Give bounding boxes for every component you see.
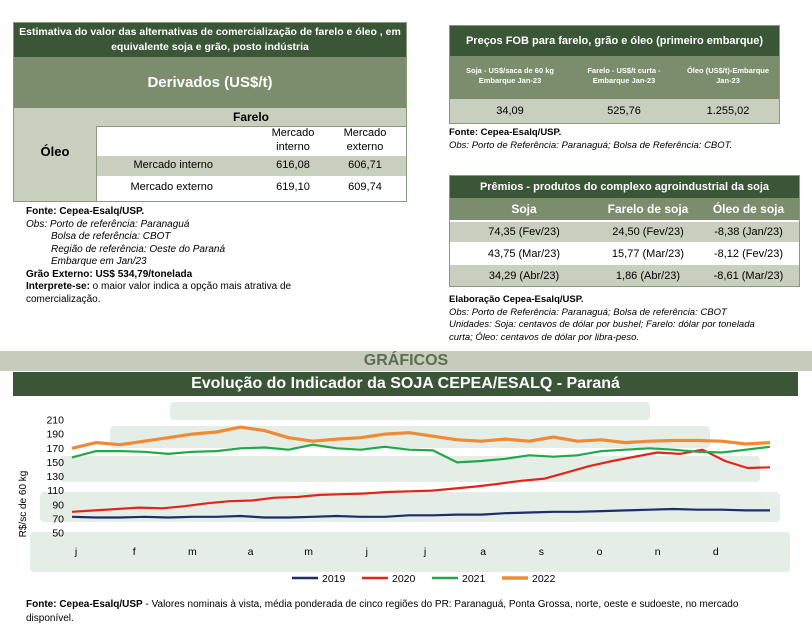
y-tick-label: 150 bbox=[46, 457, 64, 469]
grao-externo-note: Grão Externo: US$ 534,79/tonelada bbox=[26, 268, 193, 280]
alternatives-table: Estimativa do valor das alternativas de … bbox=[13, 22, 407, 202]
soy-price-chart: 210 190 170 150 130 110 90 70 50 j f m a m j j a s o n d 20… bbox=[18, 402, 790, 585]
footer-text: - Valores nominais à vista, média ponder… bbox=[26, 599, 739, 624]
interprete-text: o maior valor indica a opção mais atrati… bbox=[26, 281, 292, 305]
graficos-label: GRÁFICOS bbox=[363, 352, 449, 369]
fob-prices-table: Preços FOB para farelo, grão e óleo (pri… bbox=[449, 25, 780, 124]
table-row bbox=[450, 222, 799, 242]
obs-note: Obs: Porto de referência: Paranaguá bbox=[26, 218, 190, 230]
premio-cell: 15,77 (Mar/23) bbox=[611, 248, 685, 260]
fob-obs: Obs: Porto de Referência: Paranaguá; Bol… bbox=[449, 140, 733, 151]
x-tick-label: j bbox=[365, 546, 368, 558]
y-tick-label: 110 bbox=[47, 485, 64, 497]
alternatives-table-title: Estimativa do valor das alternativas de … bbox=[14, 23, 406, 57]
premios-header-row bbox=[450, 198, 799, 220]
legend-label: 2022 bbox=[532, 573, 556, 585]
premio-cell: 43,75 (Mar/23) bbox=[487, 248, 561, 260]
col-header-mercado-interno: Mercado interno bbox=[271, 127, 315, 153]
table-row bbox=[97, 156, 406, 176]
elaboracao-note: Elaboração Cepea-Esalq/USP. bbox=[449, 294, 584, 305]
oleo-label: Óleo bbox=[40, 144, 70, 159]
y-tick-label: 130 bbox=[46, 471, 64, 483]
x-tick-label: m bbox=[188, 546, 197, 558]
table-row bbox=[450, 265, 799, 286]
derivados-header: Derivados (US$/t) bbox=[14, 57, 406, 108]
x-tick-label: j bbox=[423, 546, 426, 558]
chart-footer: Fonte: Cepea-Esalq/USP - Valores nominai… bbox=[26, 598, 786, 626]
obs-note: Região de referência: Oeste do Paraná bbox=[51, 243, 225, 255]
fob-value-soja: 34,09 bbox=[496, 105, 524, 117]
row-value: 609,74 bbox=[348, 181, 382, 193]
x-tick-label: m bbox=[304, 546, 313, 558]
premio-cell: 74,35 (Fev/23) bbox=[488, 226, 560, 238]
premio-cell: 1,86 (Abr/23) bbox=[615, 270, 681, 282]
premios-header-oleo: Óleo de soja bbox=[712, 202, 785, 216]
fob-value-oleo: 1.255,02 bbox=[706, 105, 750, 117]
row-value: 619,10 bbox=[276, 181, 310, 193]
interprete-note: Interprete-se: o maior valor indica a op… bbox=[26, 281, 346, 306]
x-tick-label: a bbox=[248, 546, 254, 558]
series-line-2021 bbox=[71, 443, 771, 464]
series-line-2019 bbox=[71, 507, 770, 519]
oleo-cell bbox=[14, 108, 97, 201]
premios-title: Prêmios - produtos do complexo agroindus… bbox=[450, 176, 799, 198]
unidades-note: curta; Óleo: centavos de dólar por libra… bbox=[449, 331, 640, 343]
y-tick-label: 210 bbox=[46, 415, 64, 427]
table1-notes: Fonte: Cepea-Esalq/USP. Obs: Porto de re… bbox=[26, 206, 346, 306]
premio-cell: 24,50 (Fev/23) bbox=[612, 226, 684, 238]
legend-label: 2020 bbox=[392, 573, 416, 585]
premio-cell: -8,12 (Fev/23) bbox=[713, 248, 784, 260]
fob-header-farelo: Farelo - US$/t curta - Embarque Jan-23 bbox=[587, 66, 661, 85]
fob-table-title: Preços FOB para farelo, grão e óleo (pri… bbox=[450, 26, 779, 56]
fob-value-farelo: 525,76 bbox=[607, 105, 641, 117]
graficos-band bbox=[0, 351, 812, 371]
x-tick-label: j bbox=[74, 546, 77, 558]
y-tick-label: 90 bbox=[52, 499, 64, 511]
x-tick-label: f bbox=[133, 546, 136, 558]
chart-watermark bbox=[30, 402, 790, 572]
fob-header-oleo: Óleo (US$/t)-Embarque Jan-23 bbox=[686, 66, 770, 85]
premios-table: Prêmios - produtos do complexo agroindus… bbox=[449, 175, 800, 287]
x-tick-label: o bbox=[597, 546, 603, 558]
fob-header-soja: Soja - US$/saca de 60 kg Embarque Jan-23 bbox=[466, 66, 554, 85]
chart-title: Evolução do Indicador da SOJA CEPEA/ESAL… bbox=[13, 372, 798, 396]
farelo-header: Farelo bbox=[96, 108, 406, 127]
fob-value-row bbox=[450, 99, 779, 123]
x-tick-label: s bbox=[539, 546, 544, 558]
row-value: 606,71 bbox=[348, 159, 382, 171]
series-line-2020 bbox=[71, 448, 771, 513]
x-tick-label: a bbox=[480, 546, 486, 558]
fonte-note: Fonte: Cepea-Esalq/USP. bbox=[26, 206, 145, 217]
premio-cell: -8,38 (Jan/23) bbox=[714, 226, 783, 238]
obs-note: Embarque em Jan/23 bbox=[51, 256, 147, 267]
row-label: Mercado externo bbox=[130, 181, 213, 193]
obs-note: Obs: Porto de Referência: Paranaguá; Bol… bbox=[449, 306, 727, 318]
y-tick-label: 190 bbox=[46, 429, 64, 441]
x-tick-label: d bbox=[713, 546, 719, 558]
unidades-note: Unidades: Soja: centavos de dólar por bu… bbox=[449, 319, 755, 330]
y-tick-label: 50 bbox=[52, 528, 64, 540]
series-line-2022 bbox=[71, 425, 771, 450]
interprete-label: Interprete-se: bbox=[26, 281, 90, 292]
footer-fonte: Fonte: Cepea-Esalq/USP bbox=[26, 599, 143, 610]
col-header-mercado-externo: Mercado externo bbox=[343, 127, 387, 153]
x-tick-label: n bbox=[655, 546, 661, 558]
y-axis-label: R$/sc de 60 kg bbox=[18, 471, 29, 538]
row-value: 616,08 bbox=[276, 159, 310, 171]
row-label: Mercado interno bbox=[133, 159, 214, 171]
premios-notes: Elaboração Cepea-Esalq/USP. Obs: Porto d… bbox=[449, 294, 789, 344]
fob-header-row bbox=[450, 56, 779, 99]
premios-header-soja: Soja bbox=[511, 202, 537, 216]
premios-header-farelo: Farelo de soja bbox=[607, 202, 689, 216]
premio-cell: 34,29 (Abr/23) bbox=[488, 270, 560, 282]
legend-label: 2019 bbox=[322, 573, 346, 585]
obs-note: Bolsa de referência: CBOT bbox=[51, 231, 171, 242]
y-tick-label: 70 bbox=[52, 513, 64, 525]
fob-fonte: Fonte: Cepea-Esalq/USP. bbox=[449, 127, 562, 138]
legend-label: 2021 bbox=[462, 573, 486, 585]
premio-cell: -8,61 (Mar/23) bbox=[713, 270, 784, 282]
y-tick-label: 170 bbox=[46, 443, 64, 455]
